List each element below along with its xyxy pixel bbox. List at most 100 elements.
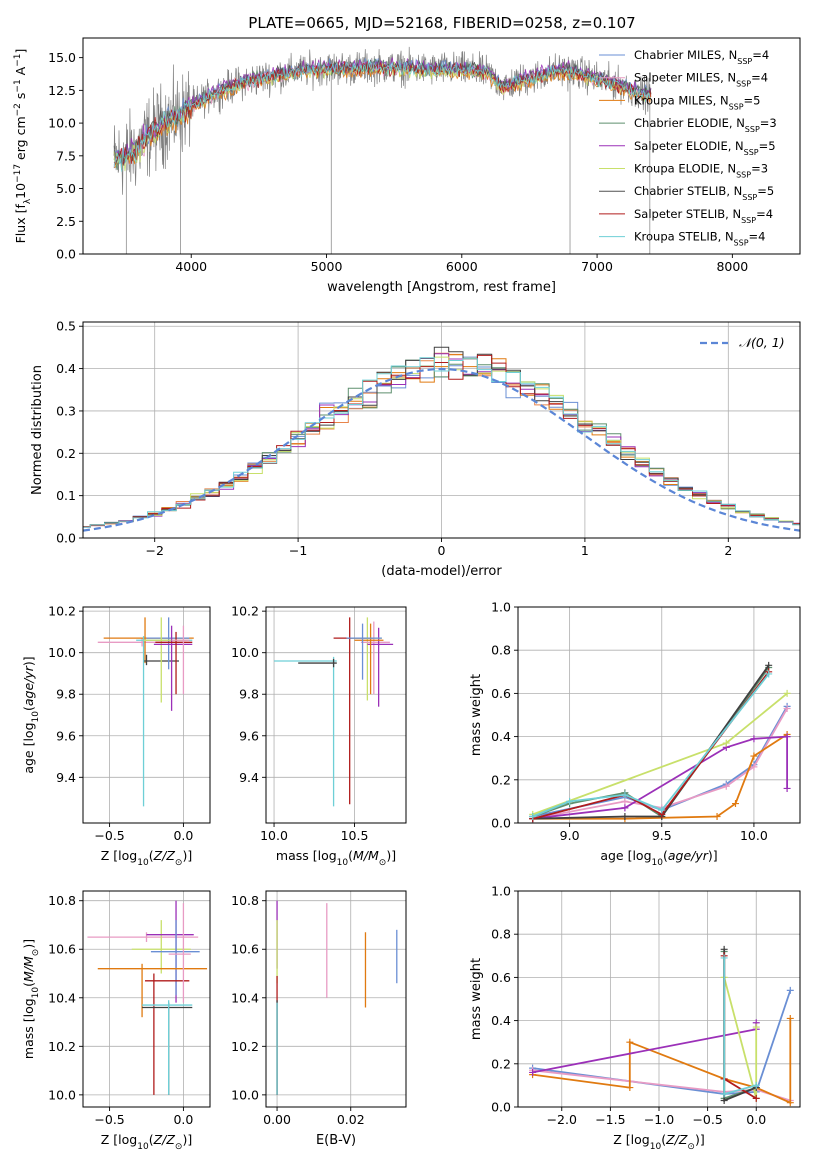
y-tick-label: 10.2 (48, 1039, 76, 1054)
label-part: 10 (652, 858, 664, 868)
plot-area (97, 617, 194, 807)
label-part: mass [log (21, 998, 36, 1059)
x-tick-label: 0.0 (173, 828, 193, 843)
weight-marker (752, 1094, 760, 1102)
label-part: erg cm (13, 116, 28, 164)
label-part: ( (348, 848, 353, 863)
label-part: )] (708, 848, 718, 863)
label-part: 10 (337, 858, 349, 868)
x-tick-label: 6000 (446, 259, 478, 274)
y-tick-label: 10.0 (48, 1087, 76, 1102)
axes-frame (82, 37, 801, 255)
y-tick-label: 0.4 (491, 729, 511, 744)
weight-line (723, 958, 757, 1096)
legend-nssp-sub: SSP (736, 170, 751, 179)
y-tick-label: 9.6 (239, 728, 259, 743)
y-tick-label: 15.0 (48, 50, 76, 65)
weight-marker (722, 739, 730, 747)
x-tick-label: 10.0 (740, 828, 768, 843)
weight-line (723, 951, 757, 1100)
label-part: mass [log (276, 848, 337, 863)
label-part: Z [log (101, 848, 137, 863)
y-tick-label: 10.4 (231, 990, 259, 1005)
label-part: −2 (13, 103, 23, 116)
plot-area (529, 945, 794, 1107)
weight-marker (765, 670, 773, 678)
model-spectrum-line (113, 59, 652, 172)
model-spectrum-line (113, 63, 652, 170)
y-tick-label: 0.2 (491, 772, 511, 787)
legend-nssp-sub: SSP (745, 125, 760, 134)
label-part: Z [log (101, 1132, 137, 1147)
label-part: age/yr (668, 848, 709, 863)
histogram-step (83, 357, 800, 528)
label-part: ⊙ (175, 858, 183, 868)
y-tick-label: 0.5 (56, 319, 76, 334)
model-spectrum-line (113, 60, 652, 166)
weight-marker (720, 1097, 728, 1105)
label-part: Z/Z (153, 848, 176, 863)
y-tick-label: 1.0 (491, 884, 511, 899)
legend-label: Salpeter MILES, (634, 71, 727, 85)
x-tick-label: 0 (438, 543, 446, 558)
y-tick-label: 0.0 (56, 531, 76, 546)
x-tick-label: 5000 (311, 259, 343, 274)
x-tick-label: 10.5 (341, 828, 369, 843)
plot-area (529, 661, 791, 823)
label-part: age [log (21, 722, 36, 773)
weight-marker (621, 797, 629, 805)
y-tick-label: 10.6 (231, 942, 259, 957)
weight-line (532, 692, 788, 816)
y-tick-label: 0.4 (56, 361, 76, 376)
label-part: Flux [f (13, 204, 28, 244)
weight-line (532, 735, 788, 820)
y-tick-label: 0.0 (491, 816, 511, 831)
weight-line (532, 708, 788, 820)
weight-marker (529, 813, 537, 821)
x-axis-label: Z [log10(Z/Z⊙)] (613, 1132, 704, 1152)
label-part: ( (21, 982, 36, 987)
y-axis-label: Normed distribution (30, 365, 45, 495)
legend-label: Kroupa ELODIE, (634, 162, 727, 176)
legend-nssp-value: =4 (751, 71, 768, 85)
legend-entry: Salpeter MILES, NSSP=4 (634, 71, 768, 89)
legend-nssp-prefix: N (727, 71, 736, 85)
label-part: 10 (137, 858, 149, 868)
label-part: )] (21, 939, 36, 949)
label-part: −1 (13, 54, 23, 67)
x-axis-label: age [log10(age/yr)] (600, 848, 717, 868)
y-axis-label: age [log10(age/yr)] (21, 656, 41, 773)
y-tick-label: 10.8 (231, 893, 259, 908)
x-axis-label: mass [log10(M/M⊙)] (276, 848, 396, 868)
y-tick-label: 0.8 (491, 927, 511, 942)
y-tick-label: 10.8 (48, 893, 76, 908)
y-tick-label: 12.5 (48, 83, 76, 98)
x-axis-label: E(B-V) (316, 1133, 356, 1148)
label-part: ⊙ (175, 1142, 183, 1152)
y-tick-label: 0.6 (491, 686, 511, 701)
weight-marker (720, 1090, 728, 1098)
panel-mass_vs_Z: −0.5 0.010.010.210.410.610.8Z [log10(Z/Z⊙… (21, 890, 211, 1152)
label-part: Z/Z (665, 1132, 688, 1147)
weight-marker (621, 791, 629, 799)
y-tick-label: 10.0 (231, 645, 259, 660)
legend-entry: Kroupa STELIB, NSSP=4 (634, 230, 765, 248)
x-tick-label: −1 (289, 543, 307, 558)
label-part: 10 (137, 1142, 149, 1152)
legend-nssp-sub: SSP (737, 57, 752, 66)
y-tick-label: 10.0 (48, 645, 76, 660)
legend-nssp-value: =4 (752, 48, 769, 62)
legend-entry: Salpeter STELIB, NSSP=4 (634, 207, 773, 225)
x-tick-label: 8000 (716, 259, 748, 274)
legend-label: Salpeter STELIB, (634, 207, 732, 221)
weight-marker (752, 1023, 760, 1031)
weight-marker (621, 804, 629, 812)
legend-entry: Chabrier STELIB, NSSP=5 (634, 184, 774, 202)
legend-label: Chabrier STELIB, (634, 184, 734, 198)
y-tick-label: 0.2 (56, 446, 76, 461)
y-tick-label: 10.4 (48, 990, 76, 1005)
legend-label: Kroupa STELIB, (634, 230, 725, 244)
x-tick-label: 4000 (175, 259, 207, 274)
x-tick-label: −1.0 (644, 1112, 674, 1127)
label-part: ( (149, 1132, 154, 1147)
